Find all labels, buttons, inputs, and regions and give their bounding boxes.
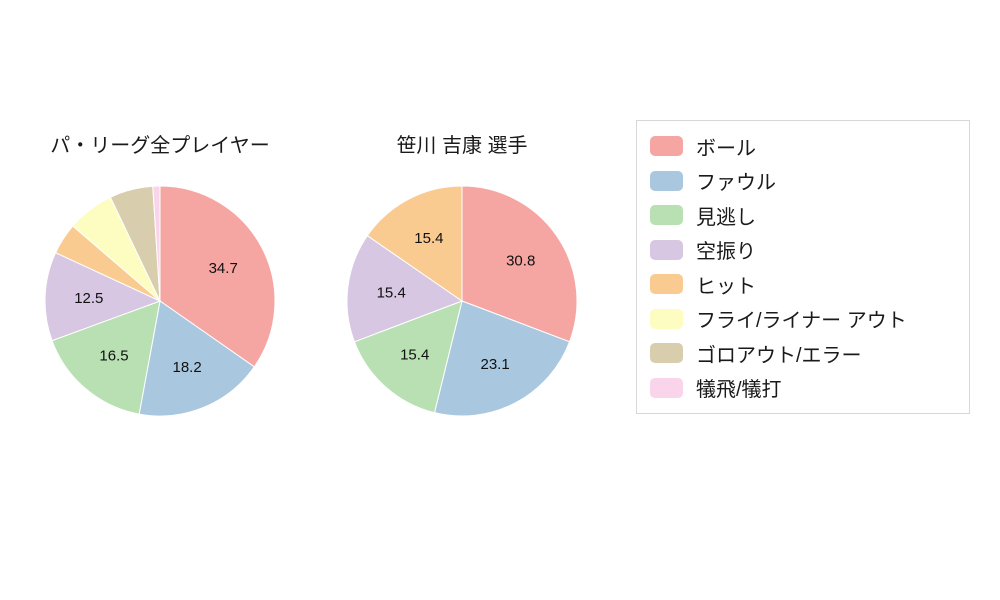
pie-value-label: 15.4 <box>400 346 429 363</box>
legend-item[interactable]: フライ/ライナー アウト <box>650 302 969 337</box>
pie-league: 34.7 18.2 16.5 12.5 <box>44 185 276 417</box>
pie-value-label: 16.5 <box>99 348 128 365</box>
pie-slice <box>159 185 276 368</box>
legend-item[interactable]: 空振り <box>650 233 969 268</box>
pie-value-label: 12.5 <box>74 290 103 307</box>
pie-value-label: 15.4 <box>414 230 443 247</box>
legend-item[interactable]: ヒット <box>650 267 969 302</box>
legend-label: ゴロアウト/エラー <box>696 344 862 367</box>
legend-label: ボール <box>696 137 756 160</box>
legend-swatch <box>650 274 683 295</box>
legend-label: ヒット <box>696 275 756 298</box>
legend-label: 空振り <box>696 241 756 264</box>
legend-swatch <box>650 308 683 329</box>
pie-value-label: 30.8 <box>506 253 535 270</box>
pie-slice <box>433 300 571 417</box>
pie-slice <box>366 185 463 302</box>
legend-item[interactable]: 犠飛/犠打 <box>650 371 969 406</box>
legend-label: 見逃し <box>696 206 756 229</box>
legend-swatch <box>650 343 683 364</box>
pie-player: 30.8 23.1 15.4 15.4 15.4 <box>346 185 578 417</box>
legend-swatch <box>650 239 683 260</box>
legend-item[interactable]: ボール <box>650 129 969 164</box>
legend-swatch <box>650 170 683 191</box>
legend-item[interactable]: ファウル <box>650 164 969 199</box>
right-pie-title: 笹川 吉康 選手 <box>396 135 528 157</box>
pie-value-label: 15.4 <box>377 284 406 301</box>
pie-value-label: 18.2 <box>172 359 201 376</box>
pie-slice <box>51 300 161 415</box>
left-pie-title: パ・リーグ全プレイヤー <box>50 135 270 157</box>
pie-slice <box>152 185 161 302</box>
legend-label: ファウル <box>696 172 776 195</box>
legend: ボールファウル見逃し空振りヒットフライ/ライナー アウト ゴロアウト/エラー 犠飛/… <box>636 120 970 414</box>
pie-slice <box>44 252 162 342</box>
pie-slice <box>138 300 255 417</box>
pie-value-label: 23.1 <box>480 356 509 373</box>
legend-swatch <box>650 205 683 226</box>
pie-slice <box>353 300 463 414</box>
legend-swatch <box>650 377 683 398</box>
legend-label: 犠飛/犠打 <box>696 379 782 402</box>
legend-swatch <box>650 136 683 157</box>
pie-value-label: 34.7 <box>209 260 238 277</box>
pie-slice <box>346 234 464 343</box>
pie-slice <box>461 185 578 343</box>
legend-item[interactable]: ゴロアウト/エラー <box>650 336 969 371</box>
legend-item[interactable]: 見逃し <box>650 198 969 233</box>
legend-label: フライ/ライナー アウト <box>696 310 907 333</box>
